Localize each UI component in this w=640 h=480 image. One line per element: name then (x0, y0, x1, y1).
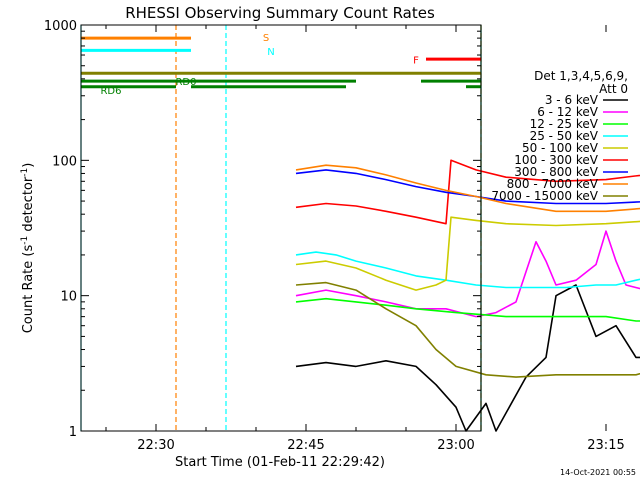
y-tick-label-3: 1000 (44, 19, 77, 34)
legend-header-line1: Det 1,3,4,5,6,9, (534, 69, 628, 83)
footer-timestamp: 14-Oct-2021 00:55 (560, 468, 636, 477)
x-tick-label-2: 23:00 (437, 438, 474, 453)
series-line-7 (295, 164, 640, 213)
chart-title: RHESSI Observing Summary Count Rates (125, 4, 435, 22)
y-axis-label: Count Rate (s-1 detector-1) (20, 163, 36, 334)
y-tick-label-2: 100 (52, 154, 77, 169)
y-axis-label-end: ) (21, 163, 36, 168)
plot-frame (80, 24, 482, 432)
legend-entry-label-0: 3 - 6 keV (545, 93, 599, 107)
series-line-2 (295, 297, 640, 322)
flag-label-rd6: RD6 (100, 86, 121, 97)
series-line-0 (295, 284, 640, 432)
legend-entry-label-5: 100 - 300 keV (514, 153, 598, 167)
y-axis-label-sup2: -1 (20, 168, 30, 177)
x-tick-label-3: 23:15 (587, 438, 624, 453)
series-line-6 (295, 169, 640, 205)
legend-header-line2: Att 0 (599, 82, 628, 96)
y-tick-label-1: 10 (60, 290, 77, 305)
flag-label-f: F (413, 55, 419, 66)
y-axis-label-main: Count Rate (s (21, 245, 36, 334)
y-tick-label-0: 1 (69, 425, 77, 440)
series-line-3 (295, 251, 640, 289)
legend-entry-label-6: 300 - 800 keV (514, 165, 598, 179)
x-tick-label-1: 22:45 (287, 438, 324, 453)
flag-label-rd0: RD0 (175, 77, 196, 88)
series-line-8 (295, 281, 640, 378)
y-axis-label-mid: detector (21, 176, 36, 236)
legend-entry-label-3: 25 - 50 keV (530, 129, 599, 143)
legend-entry-label-2: 12 - 25 keV (530, 117, 599, 131)
series-line-4 (295, 216, 640, 291)
legend-entry-label-7: 800 - 7000 keV (507, 177, 599, 191)
legend-entry-label-1: 6 - 12 keV (537, 105, 599, 119)
series-line-1 (295, 230, 640, 318)
plot-area: SNFFD1FD2RD0RD622:3022:4523:0023:1523:30… (44, 19, 640, 453)
y-axis-label-sup1: -1 (20, 236, 30, 245)
flag-label-n: N (267, 47, 274, 58)
x-axis-label: Start Time (01-Feb-11 22:29:42) (175, 455, 385, 470)
legend-entry-label-4: 50 - 100 keV (522, 141, 599, 155)
series-line-5 (295, 159, 640, 225)
flag-label-s: S (263, 33, 269, 44)
x-tick-label-0: 22:30 (137, 438, 174, 453)
legend-entry-label-8: 7000 - 15000 keV (491, 189, 598, 203)
